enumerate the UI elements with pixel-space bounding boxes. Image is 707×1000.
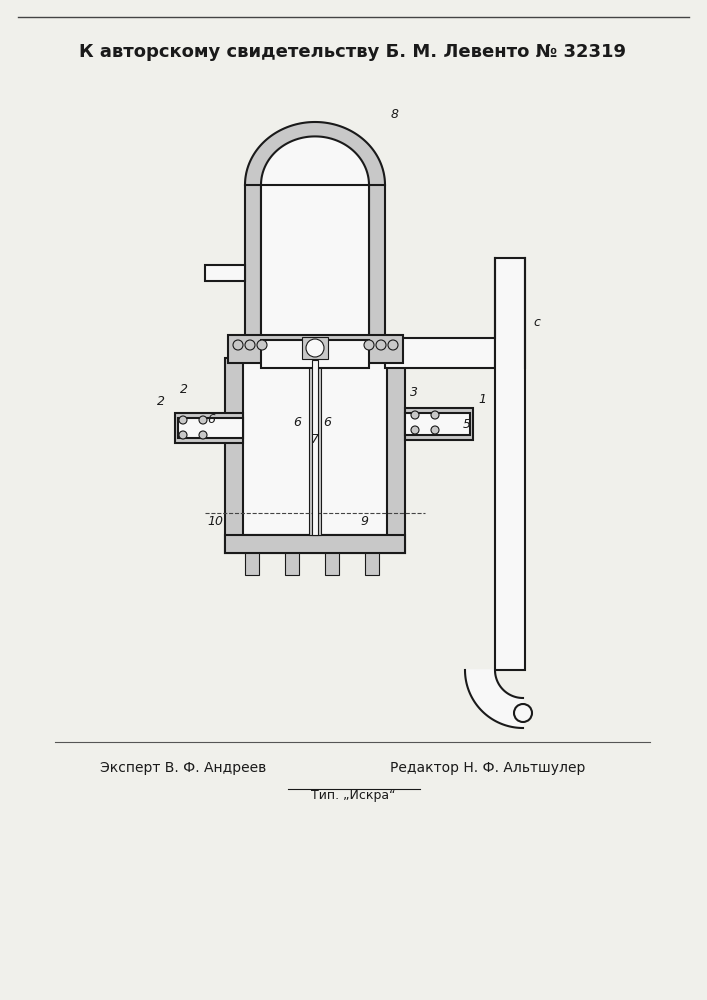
Bar — [369, 185, 385, 345]
Text: 2: 2 — [180, 383, 188, 396]
Circle shape — [306, 339, 324, 357]
Text: 6: 6 — [207, 413, 215, 426]
Text: 8: 8 — [391, 108, 399, 121]
Circle shape — [199, 416, 207, 424]
Bar — [225, 358, 405, 553]
Text: 1: 1 — [478, 393, 486, 406]
Bar — [245, 185, 261, 345]
Bar — [365, 553, 379, 575]
Text: 2: 2 — [157, 395, 165, 408]
Bar — [243, 358, 387, 535]
Bar — [228, 335, 403, 363]
Bar — [245, 553, 259, 575]
Text: 6: 6 — [323, 416, 331, 429]
Bar — [261, 185, 369, 345]
Text: Редактор Н. Ф. Альтшулер: Редактор Н. Ф. Альтшулер — [390, 761, 585, 775]
Bar — [261, 340, 369, 368]
Polygon shape — [465, 670, 523, 728]
Circle shape — [233, 340, 243, 350]
Bar — [405, 413, 470, 435]
Text: 7: 7 — [311, 433, 319, 446]
Bar — [325, 553, 339, 575]
Text: 5: 5 — [463, 418, 471, 431]
Circle shape — [257, 340, 267, 350]
Circle shape — [514, 704, 532, 722]
Circle shape — [364, 340, 374, 350]
Text: 9: 9 — [360, 515, 368, 528]
Text: Эксперт В. Ф. Андреев: Эксперт В. Ф. Андреев — [100, 761, 267, 775]
Polygon shape — [245, 122, 385, 185]
Bar — [385, 338, 495, 368]
Circle shape — [179, 416, 187, 424]
Circle shape — [431, 426, 439, 434]
Bar — [178, 418, 243, 438]
Bar — [405, 408, 473, 440]
Circle shape — [376, 340, 386, 350]
Circle shape — [245, 340, 255, 350]
Text: Тип. „Искра“: Тип. „Искра“ — [311, 788, 395, 802]
Bar — [309, 360, 321, 535]
Circle shape — [179, 431, 187, 439]
Circle shape — [431, 411, 439, 419]
Bar — [312, 360, 318, 535]
Circle shape — [411, 411, 419, 419]
Bar — [225, 535, 405, 553]
Polygon shape — [261, 136, 369, 185]
Bar — [175, 413, 243, 443]
Text: 10: 10 — [207, 515, 223, 528]
Circle shape — [388, 340, 398, 350]
Text: К авторскому свидетельству Б. М. Левенто № 32319: К авторскому свидетельству Б. М. Левенто… — [79, 43, 626, 61]
Text: c: c — [533, 316, 540, 329]
Bar — [205, 265, 245, 281]
Bar — [285, 553, 299, 575]
Circle shape — [411, 426, 419, 434]
Bar — [495, 258, 525, 670]
Circle shape — [199, 431, 207, 439]
Text: 6: 6 — [293, 416, 301, 429]
Bar — [302, 337, 328, 359]
Text: 3: 3 — [410, 386, 418, 399]
